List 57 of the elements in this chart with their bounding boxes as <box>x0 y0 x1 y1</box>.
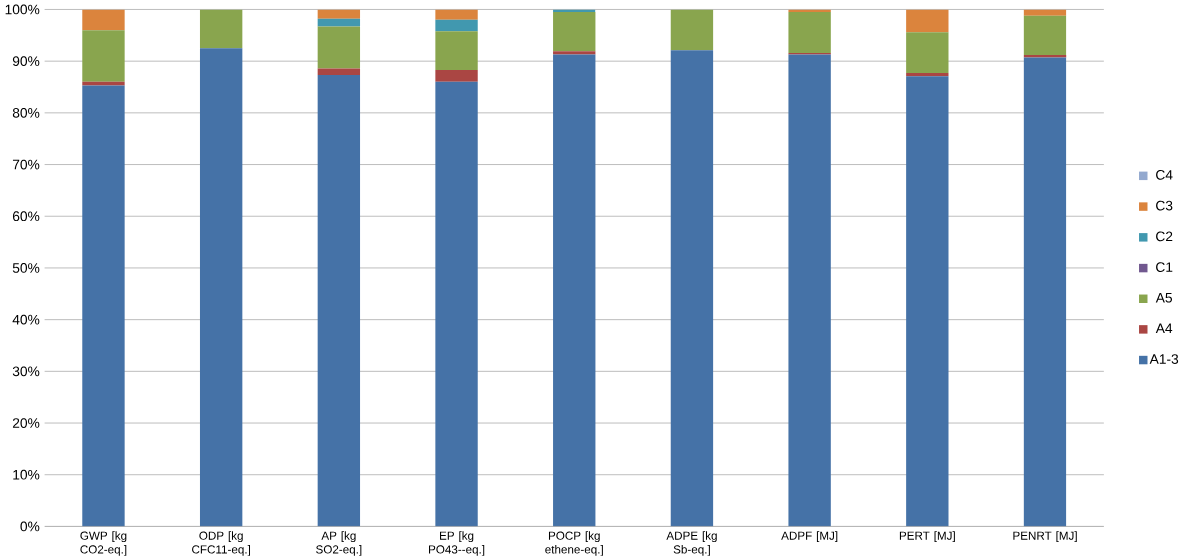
bar <box>317 18 361 27</box>
x-tick-label: EP [kg PO43--eq.] <box>429 531 485 556</box>
bar <box>670 9 714 51</box>
legend-label: A5 <box>1155 292 1173 303</box>
bar <box>199 9 243 49</box>
legend-label: A4 <box>1155 323 1173 333</box>
y-tick-label: 90% <box>12 56 40 66</box>
y-tick-label: 100% <box>5 4 40 15</box>
bar <box>435 69 478 82</box>
bar <box>435 30 478 70</box>
legend-label: C4 <box>1156 169 1173 180</box>
y-tick-label: 60% <box>12 211 40 221</box>
bar <box>82 29 125 82</box>
x-tick-label: GWP [kg CO2-eq.] <box>80 531 127 556</box>
bar <box>1023 9 1067 16</box>
legend-label: A1-3 <box>1149 353 1179 364</box>
bar <box>82 85 125 527</box>
bar <box>435 19 478 31</box>
y-tick-label: 20% <box>12 417 40 428</box>
y-tick-label: 50% <box>12 262 40 273</box>
y-tick-label: 80% <box>12 107 40 118</box>
bar <box>82 9 125 30</box>
bar <box>317 68 361 75</box>
legend-label: C1 <box>1156 262 1173 272</box>
bar <box>1023 54 1067 58</box>
bar <box>906 9 949 32</box>
bar <box>317 74 361 527</box>
y-tick-label: 70% <box>12 159 40 170</box>
bar <box>906 72 949 76</box>
bar <box>317 9 361 19</box>
bar <box>1023 15 1067 55</box>
bar <box>553 11 596 52</box>
y-tick-label: 30% <box>12 366 40 376</box>
bar <box>199 48 243 527</box>
bar <box>1023 57 1067 527</box>
x-tick-label: POCP [kg ethene-eq.] <box>545 531 603 556</box>
bar <box>435 9 478 20</box>
bar <box>553 51 596 55</box>
y-tick-label: 10% <box>13 469 40 480</box>
bar <box>788 11 831 53</box>
y-tick-label: 40% <box>12 314 40 325</box>
bar <box>906 75 949 527</box>
bar <box>670 50 714 527</box>
x-tick-label: ADPF [MJ] <box>781 531 838 542</box>
bar <box>906 31 949 73</box>
y-tick-label: 0% <box>20 521 40 532</box>
bar <box>435 81 478 527</box>
x-tick-label: AP [kg SO2-eq.] <box>316 531 362 556</box>
legend-label: C2 <box>1156 231 1173 242</box>
bar <box>788 54 831 527</box>
legend-label: C3 <box>1156 200 1173 211</box>
x-tick-label: PENRT [MJ] <box>1013 531 1077 542</box>
x-tick-label: ADPE [kg Sb-eq.] <box>666 531 717 556</box>
bar <box>317 26 361 69</box>
x-tick-label: ODP [kg CFC11-eq.] <box>192 531 251 556</box>
x-tick-label: PERT [MJ] <box>899 531 955 542</box>
bar <box>553 54 596 527</box>
